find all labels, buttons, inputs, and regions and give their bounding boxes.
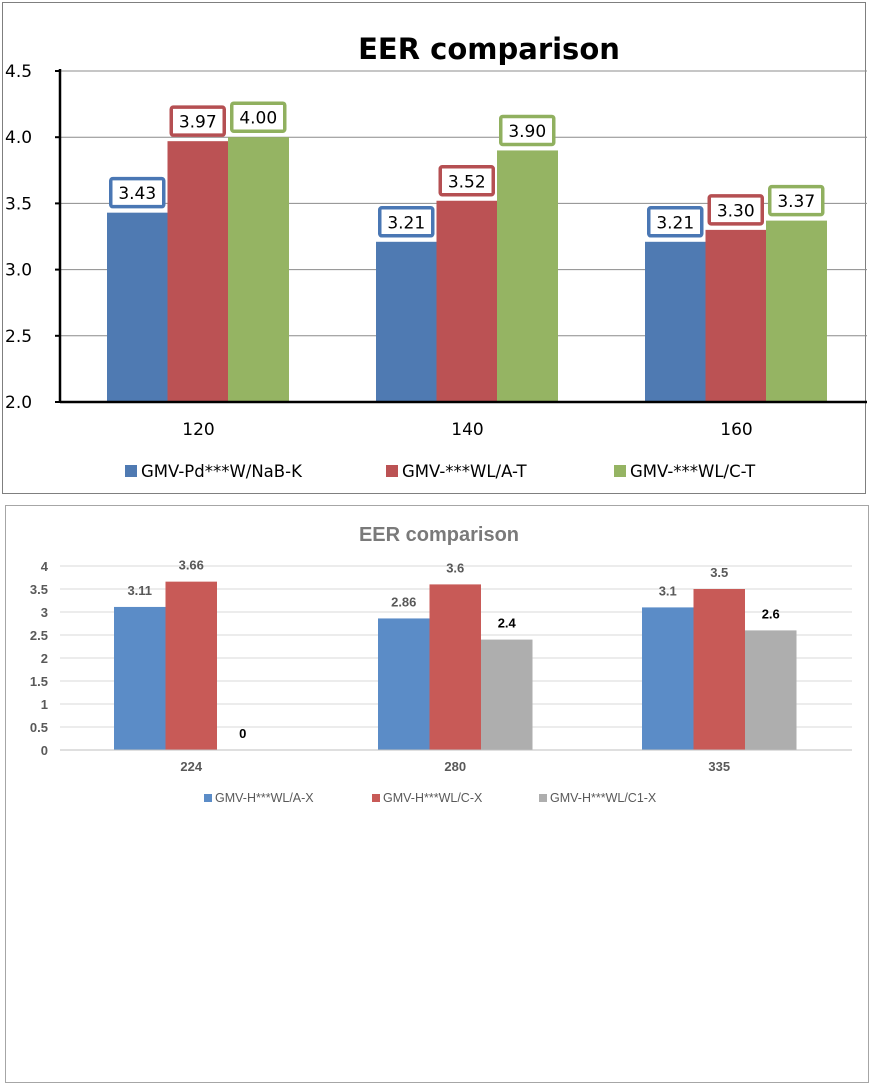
data-label-box xyxy=(109,176,166,209)
data-label: 3.6 xyxy=(446,560,464,575)
bar-335-series-2 xyxy=(693,589,745,750)
y-tick-label: 1.5 xyxy=(30,674,48,689)
data-label: 3.43 xyxy=(118,184,156,204)
chart-top-svg: EER comparison 2.0 2.5 3.0 3.5 4.0 4.5 3.43 3.97… xyxy=(5,32,867,481)
y-tick-label: 2.5 xyxy=(5,327,32,347)
legend-label: GMV-H***WL/C1-X xyxy=(550,791,657,805)
x-tick-label: 280 xyxy=(444,759,466,774)
chart-panel-top: EER comparison 2.0 2.5 3.0 3.5 4.0 4.5 3.43 3.97… xyxy=(2,2,867,494)
bar-160-series-1 xyxy=(645,241,706,402)
data-label: 3.1 xyxy=(659,583,677,598)
x-tick-label: 160 xyxy=(720,420,752,440)
legend-swatch xyxy=(614,465,626,477)
y-tick-label: 4.0 xyxy=(5,128,32,148)
data-label: 2.4 xyxy=(498,616,517,631)
data-label-box xyxy=(230,101,287,133)
data-label-box xyxy=(169,105,226,137)
y-tick-label: 0.5 xyxy=(30,720,48,735)
legend-swatch xyxy=(539,794,547,802)
bar-140-series-2 xyxy=(436,200,498,402)
legend-label: GMV-H***WL/A-X xyxy=(215,791,314,805)
chart-bottom-svg: EER comparison 0 0.5 1 1.5 2 2.5 3 3.5 4 3.11 3.66 0… xyxy=(30,524,852,805)
y-tick-label: 0 xyxy=(41,743,48,758)
data-label: 3.5 xyxy=(710,565,728,580)
bar-280-series-2 xyxy=(429,584,481,750)
legend-swatch xyxy=(125,465,137,477)
bar-120-series-1 xyxy=(107,212,168,402)
data-label: 3.90 xyxy=(508,122,546,142)
bar-120-series-2 xyxy=(167,141,229,402)
x-tick-label: 120 xyxy=(182,420,214,440)
y-tick-label: 4.5 xyxy=(5,62,32,82)
data-label-box xyxy=(438,165,495,197)
legend-swatch xyxy=(204,794,212,802)
data-label-box xyxy=(499,114,556,147)
legend-label: GMV-Pd***W/NaB-K xyxy=(141,462,303,481)
y-tick-label: 3.5 xyxy=(5,194,32,214)
data-label-box xyxy=(768,184,825,217)
bar-224-series-2 xyxy=(165,581,217,750)
data-label-box xyxy=(707,194,764,226)
x-tick-label: 140 xyxy=(451,420,483,440)
bar-280-series-1 xyxy=(378,618,430,750)
data-label: 3.97 xyxy=(179,113,217,133)
legend-label: GMV-***WL/A-T xyxy=(402,462,527,481)
bar-335-series-1 xyxy=(642,607,694,750)
bar-140-series-3 xyxy=(497,150,558,402)
y-tick-label: 2.0 xyxy=(5,393,32,413)
bar-140-series-1 xyxy=(376,241,437,402)
x-tick-label: 335 xyxy=(708,759,730,774)
data-label: 2.6 xyxy=(762,606,780,621)
data-label: 2.86 xyxy=(391,594,416,609)
y-tick-label: 3.5 xyxy=(30,582,48,597)
y-tick-label: 2.5 xyxy=(30,628,48,643)
legend-label: GMV-***WL/C-T xyxy=(630,462,756,481)
bar-224-series-1 xyxy=(114,606,166,750)
x-tick-label: 224 xyxy=(180,759,202,774)
chart-title: EER comparison xyxy=(358,32,620,66)
legend-label: GMV-H***WL/C-X xyxy=(383,791,483,805)
data-label: 3.52 xyxy=(448,172,486,192)
bar-335-series-3 xyxy=(745,630,797,750)
data-label: 3.66 xyxy=(179,558,204,573)
data-label: 0 xyxy=(239,726,246,741)
bar-280-series-3 xyxy=(481,639,533,750)
bar-120-series-3 xyxy=(228,137,289,402)
data-label: 3.21 xyxy=(656,213,694,233)
bar-160-series-2 xyxy=(705,229,767,402)
chart-title: EER comparison xyxy=(359,524,519,546)
y-tick-label: 1 xyxy=(41,697,48,712)
data-label: 4.00 xyxy=(239,109,277,129)
data-label: 3.37 xyxy=(777,192,815,212)
y-tick-label: 2 xyxy=(41,651,48,666)
data-label: 3.30 xyxy=(717,201,755,221)
chart-panel-bottom: EER comparison 0 0.5 1 1.5 2 2.5 3 3.5 4 3.11 3.66 0… xyxy=(5,505,869,1083)
bar-160-series-3 xyxy=(766,220,827,402)
y-tick-label: 3.0 xyxy=(5,261,32,281)
legend-swatch xyxy=(386,465,398,477)
data-label: 3.21 xyxy=(387,213,425,233)
y-tick-label: 4 xyxy=(41,559,49,574)
data-label-box xyxy=(378,206,435,238)
legend-swatch xyxy=(372,794,380,802)
y-tick-label: 3 xyxy=(41,605,48,620)
data-label-box xyxy=(647,206,704,238)
data-label: 3.11 xyxy=(127,583,152,598)
